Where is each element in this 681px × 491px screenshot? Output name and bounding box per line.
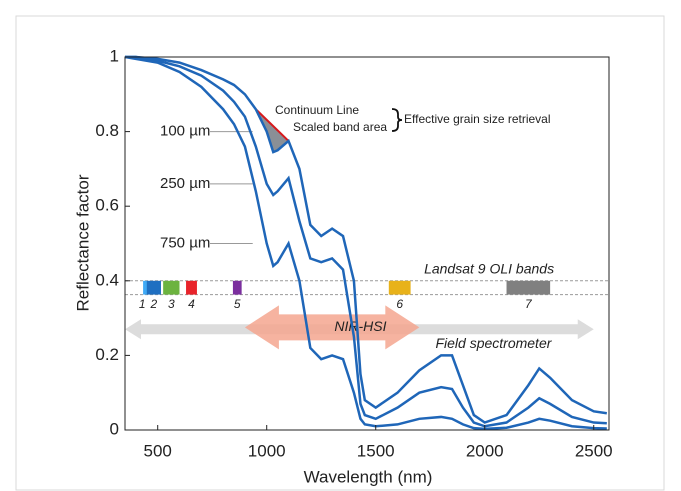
series-label: 100 µm (160, 123, 210, 140)
landsat-band (163, 280, 180, 295)
band-label: 6 (396, 297, 403, 311)
landsat-band (506, 280, 551, 295)
continuum-label: Continuum Line (275, 103, 359, 117)
continuum-line (255, 108, 290, 142)
landsat-band (232, 280, 242, 295)
x-tick-label: 2000 (466, 441, 504, 460)
series-label: 750 µm (160, 234, 210, 251)
reflectance-curve (124, 55, 607, 431)
band-label: 1 (139, 297, 146, 311)
y-tick-label: 0.2 (95, 345, 119, 364)
x-tick-label: 1500 (357, 441, 395, 460)
band-label: 4 (188, 297, 195, 311)
y-tick-label: 0 (110, 419, 119, 438)
reflectance-curve (125, 55, 607, 428)
band-label: 5 (234, 297, 241, 311)
landsat-band (143, 280, 148, 295)
range-label: Field spectrometer (435, 335, 552, 351)
band-label: 7 (525, 297, 533, 311)
range-arrow (244, 305, 420, 350)
band-area (255, 109, 289, 153)
x-tick-label: 2500 (575, 441, 613, 460)
x-tick-label: 500 (144, 441, 172, 460)
band-label: 3 (168, 297, 175, 311)
landsat-label: Landsat 9 OLI bands (424, 261, 554, 277)
y-axis-label: Reflectance factor (73, 174, 92, 311)
x-axis-label: Wavelength (nm) (304, 467, 433, 486)
landsat-band (388, 280, 411, 295)
y-tick-label: 0.8 (95, 121, 119, 140)
y-tick-label: 0.4 (95, 270, 119, 289)
y-tick-label: 1 (110, 46, 119, 65)
reflectance-curve (125, 55, 607, 424)
landsat-band (186, 280, 197, 295)
panel-border (15, 15, 665, 491)
area-label: Scaled band area (293, 120, 387, 134)
landsat-band (146, 280, 161, 295)
retrieval-label: Effective grain size retrieval (404, 112, 551, 126)
brace (391, 108, 403, 132)
series-label: 250 µm (160, 175, 210, 192)
range-label: NIR-HSI (334, 318, 386, 334)
x-tick-label: 1000 (248, 441, 286, 460)
y-tick-label: 0.6 (95, 196, 119, 215)
plot-frame (124, 56, 610, 431)
band-label: 2 (150, 297, 158, 311)
